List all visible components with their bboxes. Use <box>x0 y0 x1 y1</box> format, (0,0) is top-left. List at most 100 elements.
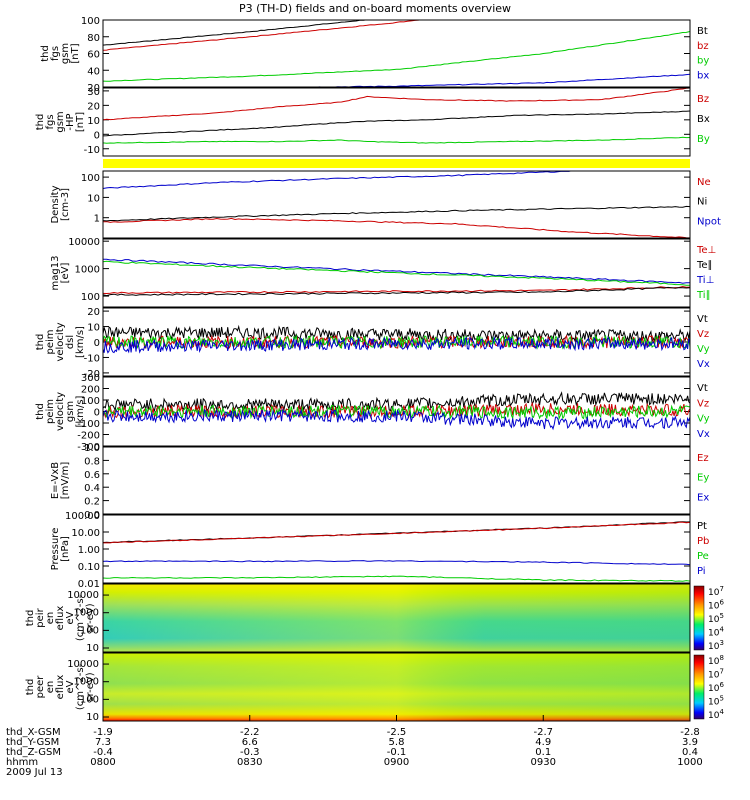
series-line-Ni <box>103 205 690 222</box>
legend-label: Vy <box>697 414 710 425</box>
y-tick-label: 10 <box>87 116 100 127</box>
y-tick-label: 100 <box>80 694 99 705</box>
y-axis-label-line: thd <box>35 403 46 420</box>
colorbar-label-exponent: 7 <box>719 668 723 676</box>
y-axis-label-line: Pressure <box>50 528 61 571</box>
x-row-value: 0830 <box>237 757 262 768</box>
series-line-Npot <box>103 171 573 189</box>
legend-label: Vz <box>697 398 709 409</box>
y-axis-label-line: sr-eV) <box>85 603 96 632</box>
legend-label: Bx <box>697 114 710 125</box>
y-axis-label-line: E=-VxB <box>50 462 61 499</box>
legend-label: Vt <box>697 383 708 394</box>
y-axis-label-line: dsl <box>65 335 76 349</box>
colorbar-label: 106 <box>708 681 724 694</box>
legend-label: Npot <box>697 216 721 227</box>
y-axis-label-line: peim <box>45 329 56 354</box>
y-tick-label: 0.8 <box>84 456 100 467</box>
y-tick-label: 30 <box>87 87 100 98</box>
panel-mom_temp: 100 1000 10000 Te⊥ Te∥ Ti⊥ Ti∥ mag13[eV] <box>50 237 716 308</box>
x-row-value: 4.9 <box>535 737 551 748</box>
y-tick-label: 10 <box>87 193 100 204</box>
y-axis-label: thdfgsgsm[nT] <box>40 43 81 64</box>
y-tick-label: 0.2 <box>84 497 100 508</box>
legend-label: Pb <box>697 536 709 547</box>
colorbar-label-exponent: 4 <box>719 626 724 634</box>
y-axis-label-line: peim <box>45 399 56 424</box>
panel-peir_en_eflux: 10710610510410310100100010000thdpeirenef… <box>25 583 724 654</box>
y-tick-label: 0.01 <box>78 579 100 590</box>
series-group <box>103 391 690 431</box>
y-tick-label: 1.0 <box>84 443 100 454</box>
y-tick-label: 20 <box>87 307 100 318</box>
panel-density: 1 10 100 Ne Ni Npot Density[cm-3] <box>50 170 721 239</box>
series-line-bz <box>103 20 422 51</box>
y-axis-label-line: [nPa] <box>60 536 71 562</box>
series-group <box>103 521 690 582</box>
y-axis-label-line: fgs <box>45 114 56 129</box>
legend-label: by <box>697 56 709 67</box>
y-axis-label: thdpeimvelocitydsl[km/s] <box>35 322 86 361</box>
y-axis-label-line: (cm^2-s- <box>75 594 86 641</box>
colorbar-label: 108 <box>708 654 724 667</box>
y-tick-label: 1000 <box>74 677 99 688</box>
legend-label: bx <box>697 70 709 81</box>
series-line-by <box>103 31 690 82</box>
x-row-value: -2.5 <box>387 727 407 738</box>
legend-label: Pi <box>697 566 706 577</box>
x-row-value: 3.9 <box>682 737 698 748</box>
series-line-Vx <box>103 407 690 431</box>
y-tick-label: 0.0 <box>84 510 100 521</box>
legend-label: Ti⊥ <box>696 275 714 286</box>
legend-label: Bz <box>697 94 709 105</box>
spectrogram-overlay <box>103 653 690 721</box>
y-tick-label: 40 <box>87 66 100 77</box>
series-line-Bt <box>103 20 369 46</box>
series-line-Pb <box>103 521 690 544</box>
y-tick-label: 100 <box>81 173 100 184</box>
x-row-value: 0900 <box>384 757 409 768</box>
y-axis-label-line: fgs <box>50 46 61 61</box>
panel-peer_en_eflux: 10810710610510410100100010000thdpeerenef… <box>25 652 724 723</box>
y-tick-label: -300 <box>77 442 100 453</box>
y-tick-label: 1000 <box>74 608 99 619</box>
y-axis-label-line: velocity <box>55 322 66 361</box>
spectrogram-overlay <box>103 584 690 652</box>
y-axis-label: thdpeirenefluxeV(cm^2-s-sr-eV) <box>25 594 96 641</box>
y-axis-label: E=-VxB[mV/m] <box>50 462 71 500</box>
series-line-Vt <box>103 391 690 413</box>
colorbar-label: 105 <box>708 612 724 625</box>
panel-pressure: 0.01 0.10 1.00 10.00 100.00 Pt Pb Pe Pi Pressure[… <box>50 511 709 590</box>
y-tick-label: 60 <box>87 50 100 61</box>
legend-label: bz <box>697 41 709 52</box>
legend-label: Vx <box>697 429 710 440</box>
y-axis-label-line: eV <box>65 611 76 624</box>
colorbar-label-exponent: 5 <box>719 695 723 703</box>
y-tick-label: 10000 <box>68 237 100 248</box>
colorbar-label: 107 <box>708 668 724 681</box>
colorbar-label-exponent: 3 <box>719 639 723 647</box>
x-row-value: -0.3 <box>240 747 260 758</box>
series-group <box>103 88 690 144</box>
colorbar-label-exponent: 8 <box>719 654 723 662</box>
y-tick-label: 100.00 <box>65 511 100 522</box>
y-tick-label: 10 <box>86 643 99 654</box>
panel-frame <box>102 583 691 653</box>
y-axis-label-line: eflux <box>55 606 66 631</box>
panel-frame <box>102 514 691 584</box>
colorbar <box>693 585 705 651</box>
panel-frame <box>102 376 691 447</box>
y-axis-label-line: eV <box>65 680 76 693</box>
panel-frame <box>102 238 691 308</box>
y-axis-label-line: mag13 <box>50 256 61 291</box>
colorbar-label-exponent: 7 <box>719 585 723 593</box>
y-axis-label-line: Density <box>50 185 61 223</box>
x-row-value: 6.6 <box>242 737 258 748</box>
x-row-label: thd_X-GSM <box>6 727 61 738</box>
y-axis-label-line: gsm <box>55 111 66 132</box>
y-axis-label-line: thd <box>40 45 51 62</box>
series-line-Ti∥ <box>103 260 690 286</box>
y-axis-label: mag13[eV] <box>50 256 71 291</box>
